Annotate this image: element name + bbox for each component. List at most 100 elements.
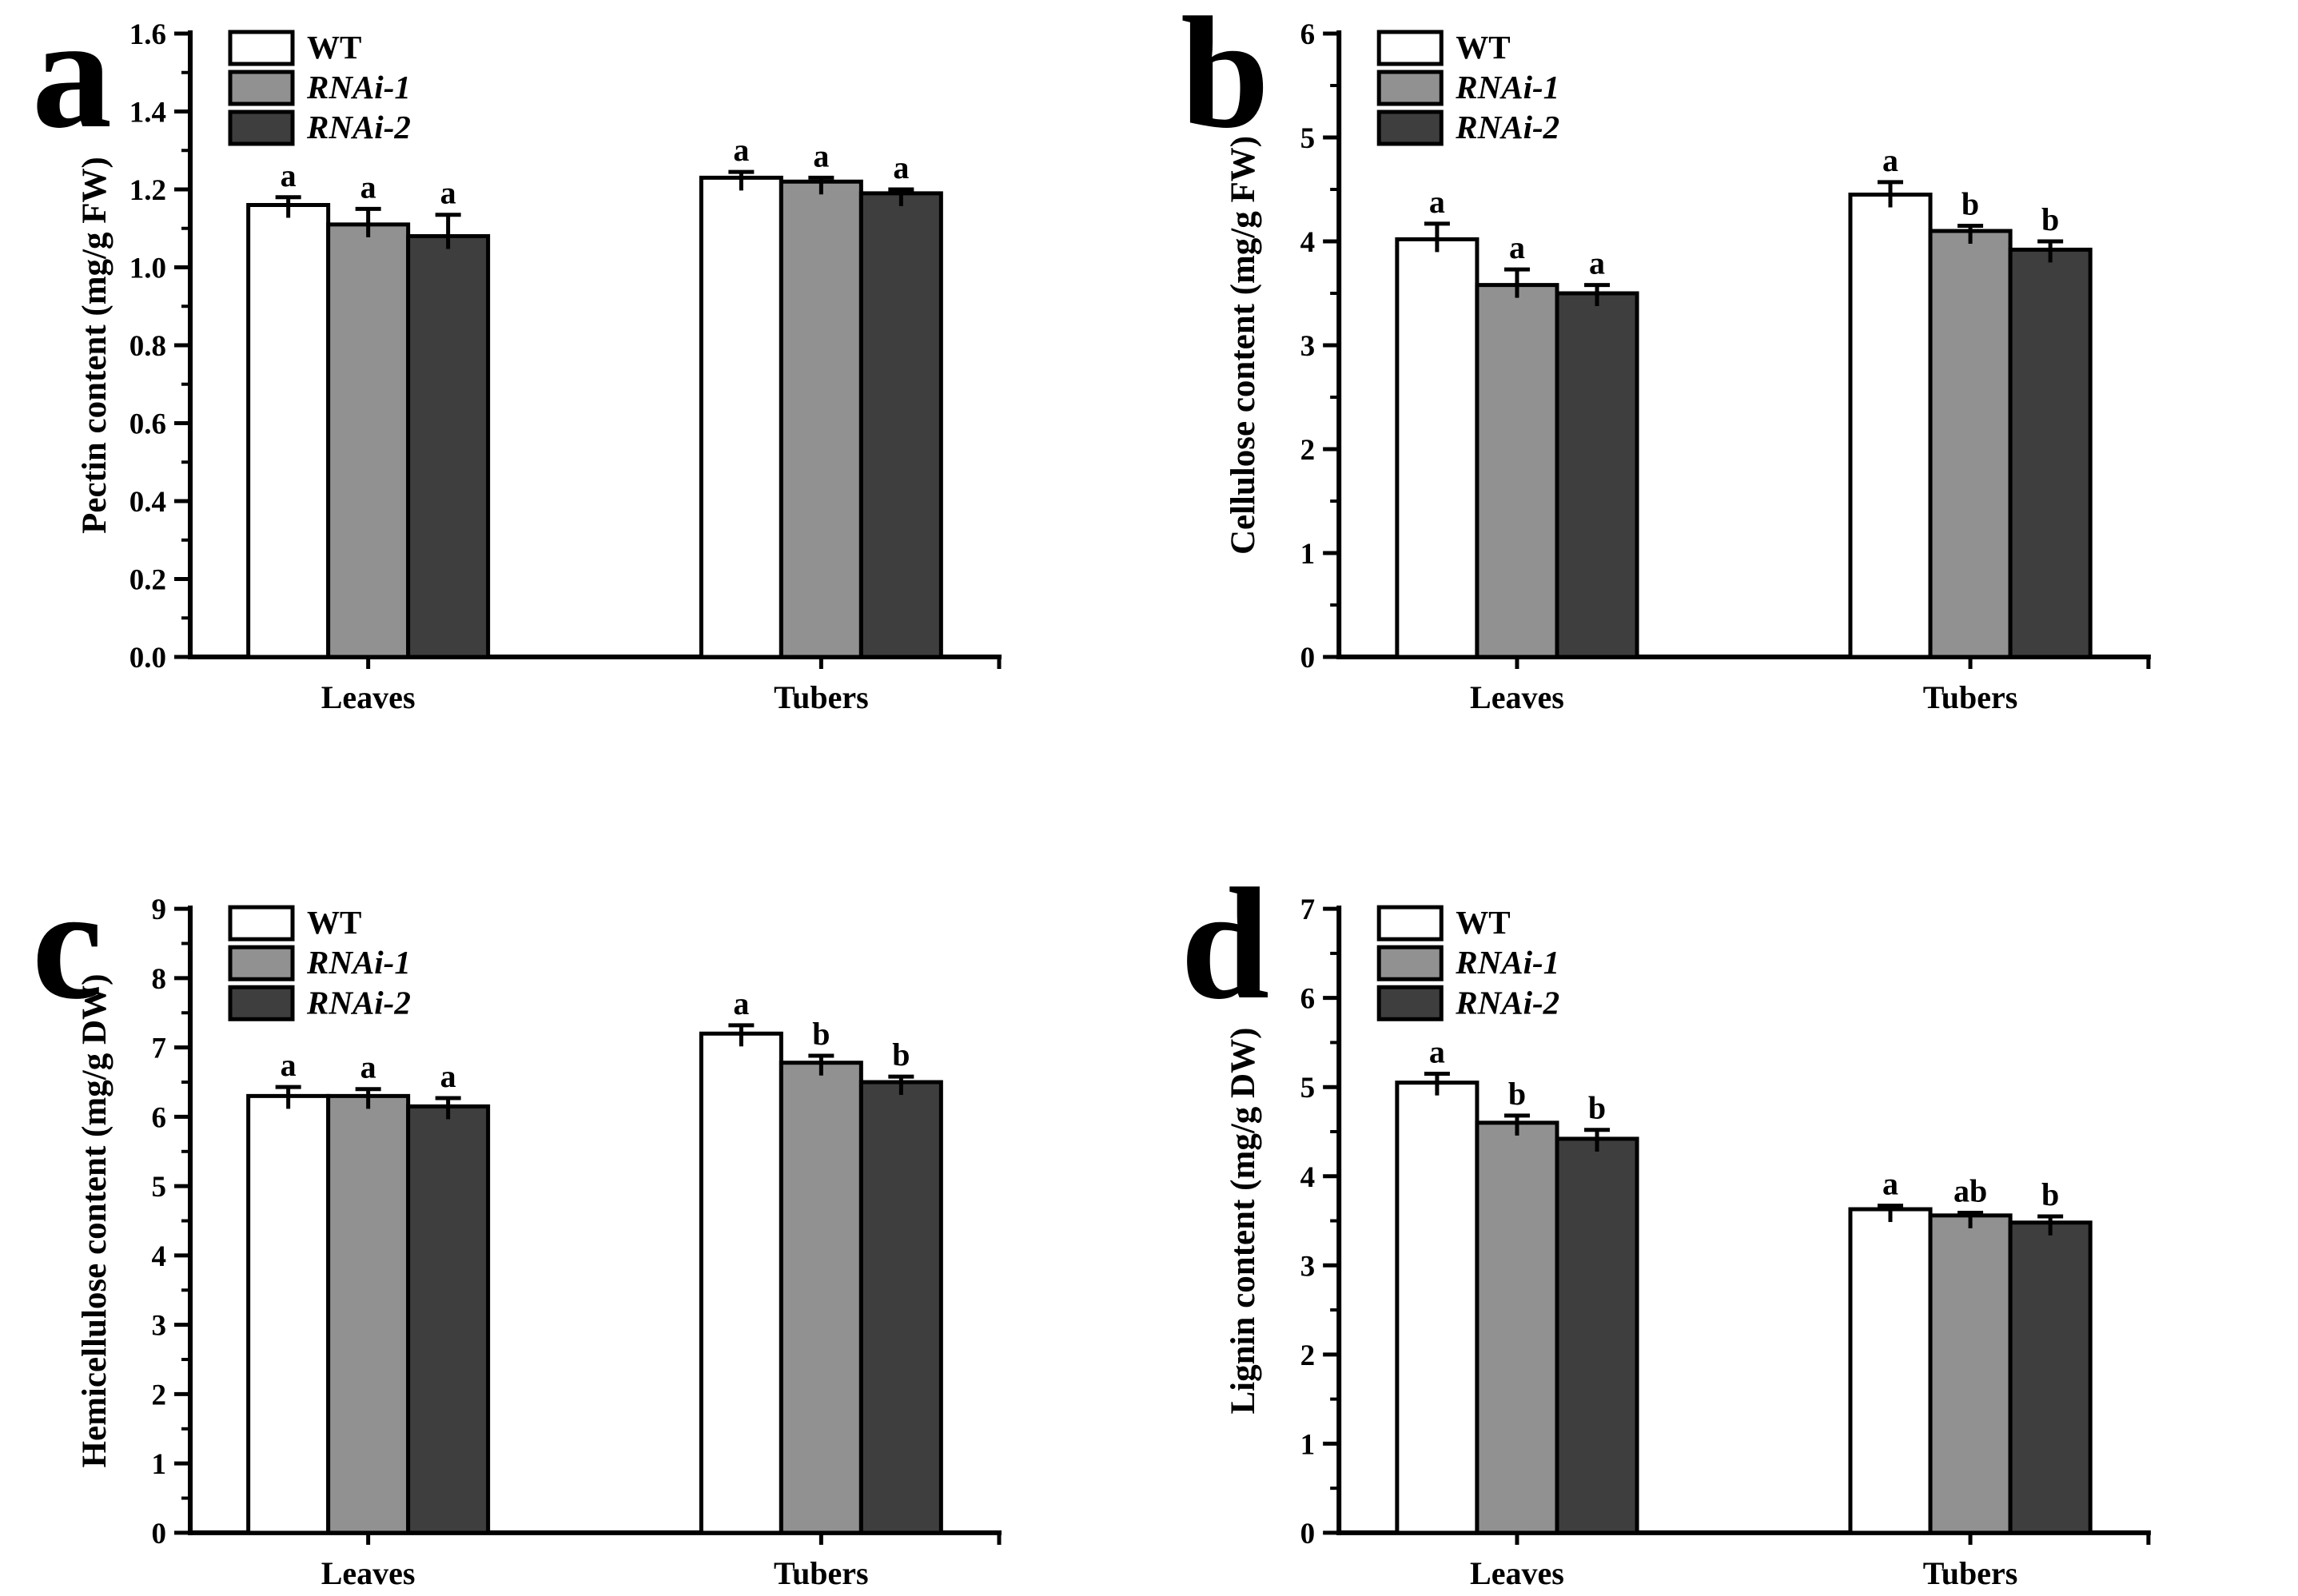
legend-swatch-RNAi-2 xyxy=(1376,985,1444,1021)
legend-swatch-RNAi-2 xyxy=(228,109,295,146)
significance-letter: a xyxy=(813,137,829,173)
bar-WT-leaves xyxy=(246,1093,331,1535)
chart-hemicellulose-content: 0 1 2 3 4 5 6 7 8 9 Leaves a a a Tubers a b b WTRNAi-1RNAi… xyxy=(76,894,1002,1591)
bar-WT-tubers xyxy=(1848,193,1933,659)
legend-label-RNAi-1: RNAi-1 xyxy=(306,69,411,105)
panel-label-b: b xyxy=(1181,0,1270,161)
legend-swatch-RNAi-1 xyxy=(1376,70,1444,106)
y-tick-label: 0 xyxy=(1300,1518,1316,1550)
bar-RNAi-1-leaves xyxy=(1475,283,1559,659)
significance-letter: a xyxy=(281,1047,297,1083)
bar-RNAi-2-leaves xyxy=(1555,1136,1639,1535)
bar-RNAi-1-leaves xyxy=(326,1093,411,1535)
bar-RNAi-2-tubers xyxy=(2008,247,2093,659)
legend-label-RNAi-2: RNAi-2 xyxy=(306,109,411,145)
y-tick-label: 3 xyxy=(152,1310,166,1343)
legend-swatch-RNAi-1 xyxy=(228,945,295,981)
significance-letter: b xyxy=(2041,1176,2059,1212)
significance-letter: b xyxy=(892,1037,910,1073)
legend-label-WT: WT xyxy=(307,29,361,66)
panel-b: b 0 1 2 3 4 5 6 Leaves a a a Tubers a b b WT RNAi-1 RNAi-… xyxy=(1149,0,2298,798)
bar-WT-leaves xyxy=(1395,1081,1480,1535)
legend-swatch-WT xyxy=(1376,30,1444,66)
x-category-label-leaves: Leaves xyxy=(1470,1555,1564,1591)
chart-pectin-content: 0.0 0.2 0.4 0.6 0.8 1.0 1.2 1.4 1.6 Leaves a a a Tube… xyxy=(76,18,1002,715)
y-tick-label: 7 xyxy=(152,1033,166,1065)
bar-RNAi-2-tubers xyxy=(858,1080,943,1535)
bar-RNAi-1-leaves xyxy=(1475,1120,1559,1535)
y-tick-label: 0 xyxy=(1300,642,1316,675)
y-tick-label: 5 xyxy=(1300,1072,1316,1104)
bar-WT-tubers xyxy=(699,1031,783,1535)
y-tick-label: 1.2 xyxy=(129,174,166,207)
y-axis-label: Hemicellulose content (mg/g DW) xyxy=(76,974,114,1468)
legend-swatch-RNAi-2 xyxy=(1376,109,1444,146)
significance-letter: b xyxy=(1588,1090,1606,1126)
bar-WT-leaves xyxy=(1395,237,1480,659)
y-tick-label: 2 xyxy=(1300,1339,1316,1372)
y-tick-label: 1 xyxy=(152,1448,166,1481)
significance-letter: b xyxy=(812,1016,830,1052)
significance-letter: b xyxy=(1961,186,1979,222)
significance-letter: a xyxy=(360,169,376,205)
legend-swatch-RNAi-2 xyxy=(228,985,295,1021)
bar-WT-tubers xyxy=(699,175,783,659)
panel-a: a 0.0 0.2 0.4 0.6 0.8 1.0 1.2 1.4 1.6 Leaves a a a Tu… xyxy=(0,0,1149,798)
y-tick-label: 6 xyxy=(1300,18,1316,51)
panel-c: c 0 1 2 3 4 5 6 7 8 9 Leaves a a a Tubers a b b WT RNAi-1 RN… xyxy=(0,798,1149,1596)
y-tick-label: 9 xyxy=(152,894,166,926)
y-axis-label: Pectin content (mg/g FW) xyxy=(76,157,114,534)
y-tick-label: 4 xyxy=(152,1240,166,1273)
bar-RNAi-2-leaves xyxy=(406,1104,491,1535)
panel-label-a: a xyxy=(32,0,112,161)
y-tick-label: 6 xyxy=(152,1101,166,1134)
legend-swatch-WT xyxy=(228,905,295,941)
y-tick-label: 8 xyxy=(152,963,166,996)
y-tick-label: 1.6 xyxy=(129,18,166,51)
bar-RNAi-2-tubers xyxy=(858,191,943,659)
y-tick-label: 6 xyxy=(1300,983,1316,1016)
y-axis-label: Lignin content (mg/g DW) xyxy=(1225,1028,1262,1415)
legend-label-RNAi-2: RNAi-2 xyxy=(1455,109,1559,145)
y-tick-label: 1 xyxy=(1300,538,1316,571)
y-tick-label: 1 xyxy=(1300,1428,1316,1461)
y-tick-label: 1.0 xyxy=(129,253,166,285)
legend-swatch-WT xyxy=(228,30,295,66)
panel-label-d: d xyxy=(1181,856,1270,1033)
x-category-label-tubers: Tubers xyxy=(774,679,869,715)
y-tick-label: 2 xyxy=(1300,434,1316,467)
bar-WT-leaves xyxy=(246,203,331,659)
x-category-label-tubers: Tubers xyxy=(774,1555,869,1591)
significance-letter: a xyxy=(440,1058,456,1094)
x-category-label-tubers: Tubers xyxy=(1923,679,2018,715)
y-tick-label: 0 xyxy=(152,1518,166,1550)
y-tick-label: 0.2 xyxy=(129,564,166,597)
significance-letter: a xyxy=(1429,184,1445,220)
legend-label-RNAi-1: RNAi-1 xyxy=(306,944,411,981)
panel-label-c: c xyxy=(32,856,103,1033)
y-tick-label: 4 xyxy=(1300,1161,1316,1194)
legend-label-RNAi-1: RNAi-1 xyxy=(1455,944,1559,981)
significance-letter: b xyxy=(2041,201,2059,237)
y-tick-label: 0.4 xyxy=(129,486,166,519)
legend-label-WT: WT xyxy=(307,904,361,941)
legend-label-WT: WT xyxy=(1456,904,1510,941)
bar-RNAi-2-leaves xyxy=(1555,291,1639,659)
legend-swatch-RNAi-1 xyxy=(1376,945,1444,981)
legend-label-RNAi-2: RNAi-2 xyxy=(306,984,411,1021)
bar-RNAi-1-tubers xyxy=(1928,229,2013,659)
y-tick-label: 1.4 xyxy=(129,97,166,129)
significance-letter: a xyxy=(281,157,297,193)
y-axis-label: Cellulose content (mg/g FW) xyxy=(1225,136,1262,555)
significance-letter: a xyxy=(733,132,749,168)
bar-RNAi-1-tubers xyxy=(1928,1213,2013,1535)
legend-label-RNAi-1: RNAi-1 xyxy=(1455,69,1559,105)
x-category-label-leaves: Leaves xyxy=(321,1555,416,1591)
legend-swatch-RNAi-1 xyxy=(228,70,295,106)
significance-letter: a xyxy=(1589,245,1605,281)
x-category-label-leaves: Leaves xyxy=(321,679,416,715)
bar-RNAi-1-tubers xyxy=(779,179,863,659)
significance-letter: a xyxy=(1882,142,1898,178)
